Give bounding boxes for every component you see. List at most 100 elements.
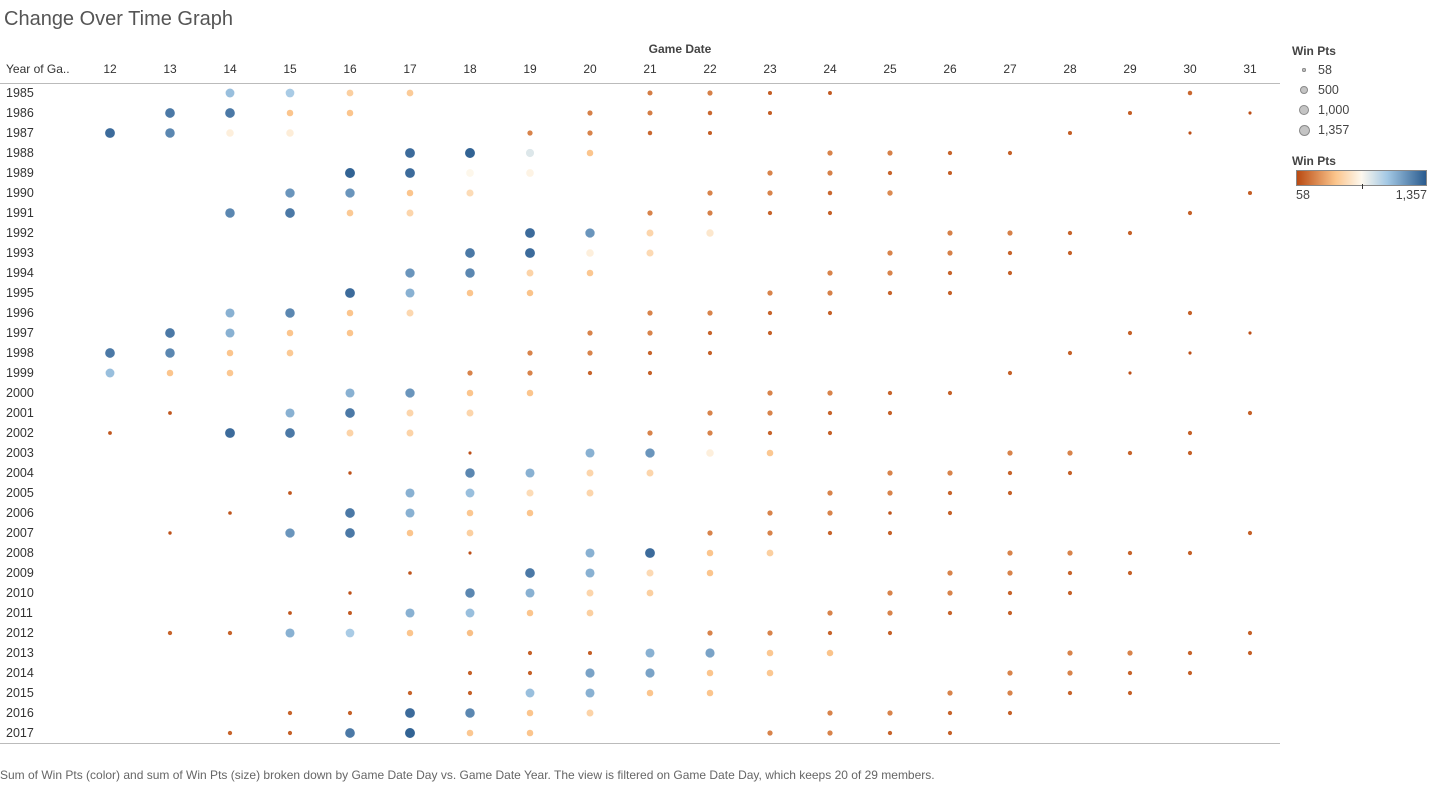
row-label: 1985 (6, 86, 34, 100)
data-point (347, 710, 353, 716)
data-point (827, 490, 833, 496)
data-point (525, 688, 535, 698)
data-point (645, 668, 655, 678)
data-point (1127, 330, 1133, 336)
data-point (706, 669, 714, 677)
row-label: 2010 (6, 586, 34, 600)
size-legend-label: 58 (1318, 63, 1332, 77)
data-point (767, 170, 773, 176)
data-point (887, 590, 893, 596)
data-point (767, 210, 773, 216)
data-point (646, 249, 654, 257)
data-point (887, 530, 893, 536)
data-point (585, 548, 595, 558)
size-legend-label: 1,357 (1318, 123, 1350, 137)
data-point (1007, 370, 1013, 376)
row-label: 1990 (6, 186, 34, 200)
data-point (1187, 430, 1193, 436)
column-header: 26 (943, 62, 957, 76)
data-point (827, 190, 833, 196)
data-point (1187, 450, 1193, 456)
data-point (707, 190, 713, 196)
data-point (466, 629, 474, 637)
data-point (646, 229, 654, 237)
column-header: 14 (223, 62, 237, 76)
data-point (1247, 530, 1253, 536)
data-point (285, 88, 295, 98)
row-label: 1997 (6, 326, 34, 340)
column-header: 12 (103, 62, 117, 76)
data-point (1067, 590, 1073, 596)
row-label: 1998 (6, 346, 34, 360)
row-label: 2000 (6, 386, 34, 400)
color-legend-title: Win Pts (1292, 154, 1336, 168)
column-header: 28 (1063, 62, 1077, 76)
row-label: 2008 (6, 546, 34, 560)
data-point (1128, 371, 1132, 375)
data-point (1007, 270, 1013, 276)
column-header: 24 (823, 62, 837, 76)
data-point (288, 491, 292, 495)
row-label: 1993 (6, 246, 34, 260)
data-point (466, 409, 474, 417)
size-legend-dot (1300, 86, 1308, 94)
data-point (345, 168, 355, 178)
data-point (526, 729, 534, 737)
data-point (827, 430, 833, 436)
data-point (645, 448, 655, 458)
data-point (827, 290, 833, 296)
data-point (827, 270, 833, 276)
data-point (887, 410, 893, 416)
data-point (707, 130, 713, 136)
data-point (827, 410, 833, 416)
data-point (165, 328, 175, 338)
data-point (345, 288, 355, 298)
data-point (406, 409, 414, 417)
data-point (827, 530, 833, 536)
data-point (405, 708, 415, 718)
data-point (1067, 670, 1073, 676)
data-point (947, 390, 953, 396)
data-point (1007, 710, 1013, 716)
data-point (1127, 570, 1133, 576)
data-point (108, 431, 112, 435)
data-point (467, 690, 473, 696)
data-point (707, 630, 713, 636)
data-point (706, 449, 714, 457)
data-point (225, 88, 235, 98)
data-point (827, 390, 833, 396)
data-point (947, 730, 953, 736)
color-min-label: 58 (1296, 188, 1310, 202)
data-point (1187, 90, 1193, 96)
data-point (1007, 550, 1013, 556)
data-point (405, 488, 415, 498)
data-point (707, 310, 713, 316)
data-point (226, 349, 234, 357)
data-point (526, 489, 534, 497)
data-point (406, 309, 414, 317)
data-point (587, 110, 593, 116)
data-point (766, 669, 774, 677)
data-point (947, 250, 953, 256)
column-header: 19 (523, 62, 537, 76)
data-point (348, 471, 352, 475)
row-label: 1987 (6, 126, 34, 140)
data-point (227, 630, 233, 636)
data-point (527, 130, 533, 136)
data-point (465, 488, 475, 498)
row-label: 2012 (6, 626, 34, 640)
data-point (165, 348, 175, 358)
data-point (947, 490, 953, 496)
data-point (287, 710, 293, 716)
data-point (706, 689, 714, 697)
data-point (947, 590, 953, 596)
data-point (346, 109, 354, 117)
data-point (1067, 470, 1073, 476)
row-label: 1999 (6, 366, 34, 380)
data-point (707, 110, 713, 116)
data-point (646, 589, 654, 597)
data-point (707, 90, 713, 96)
data-point (1188, 351, 1192, 355)
data-point (346, 309, 354, 317)
data-point (1187, 670, 1193, 676)
